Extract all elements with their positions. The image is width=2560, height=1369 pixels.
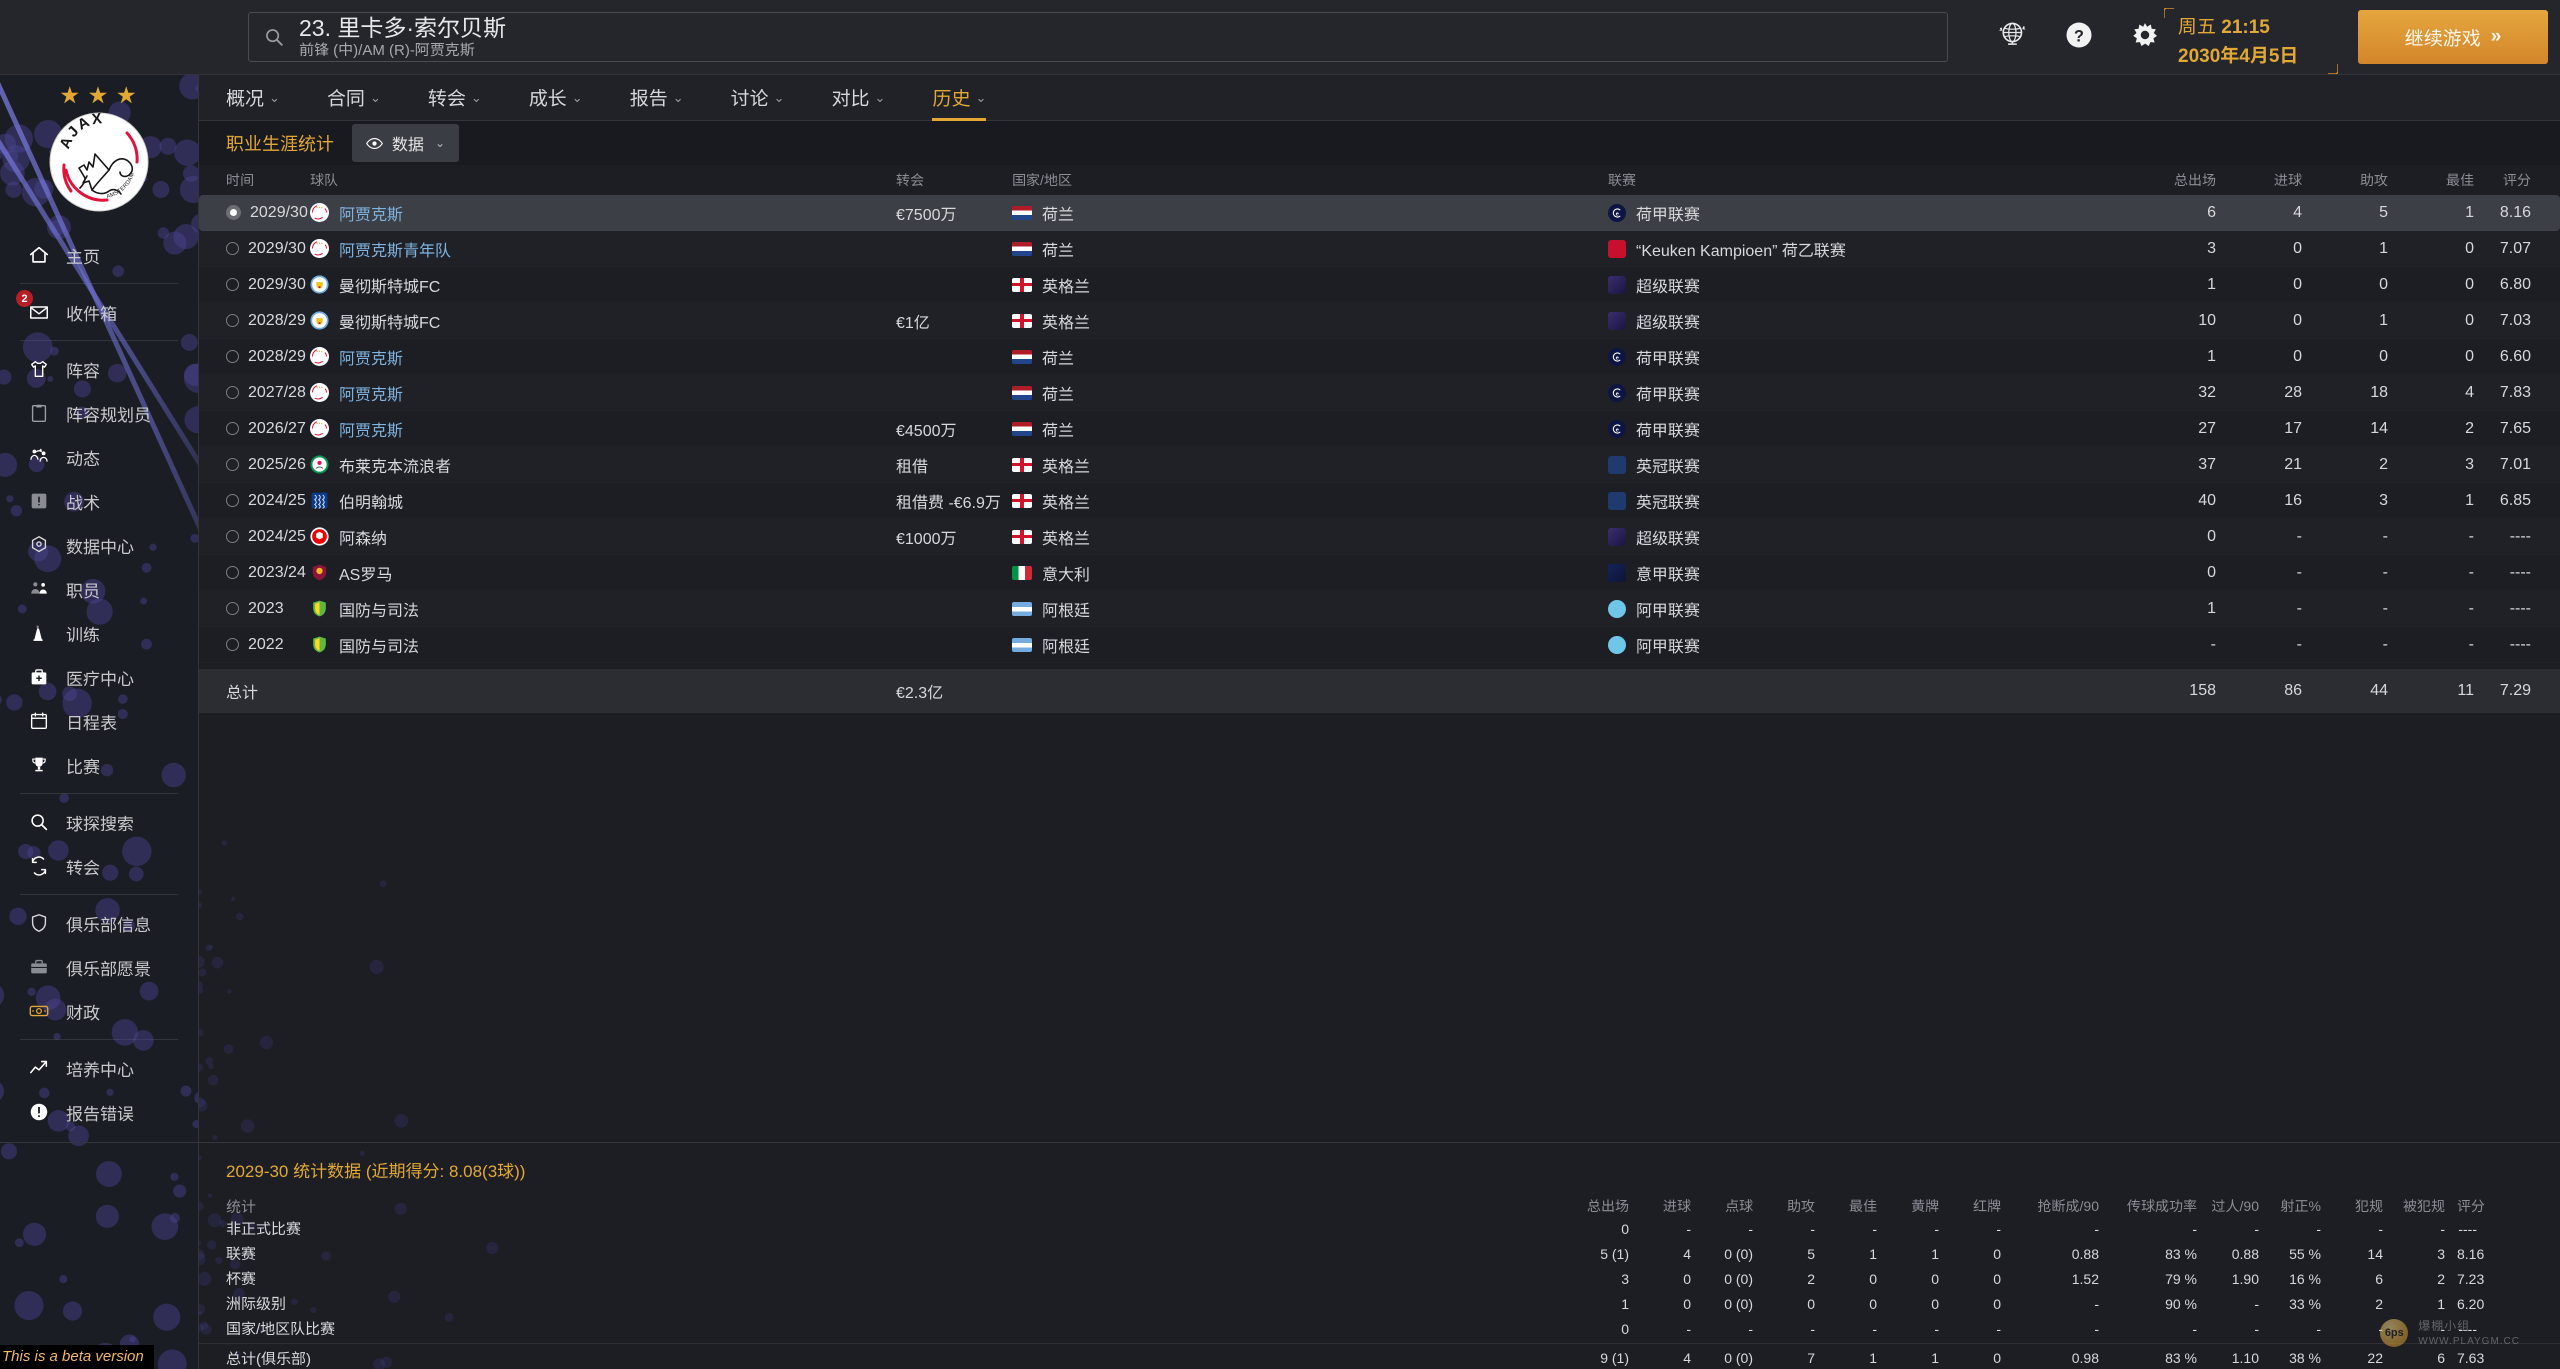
svg-text:?: ? xyxy=(2074,27,2084,45)
